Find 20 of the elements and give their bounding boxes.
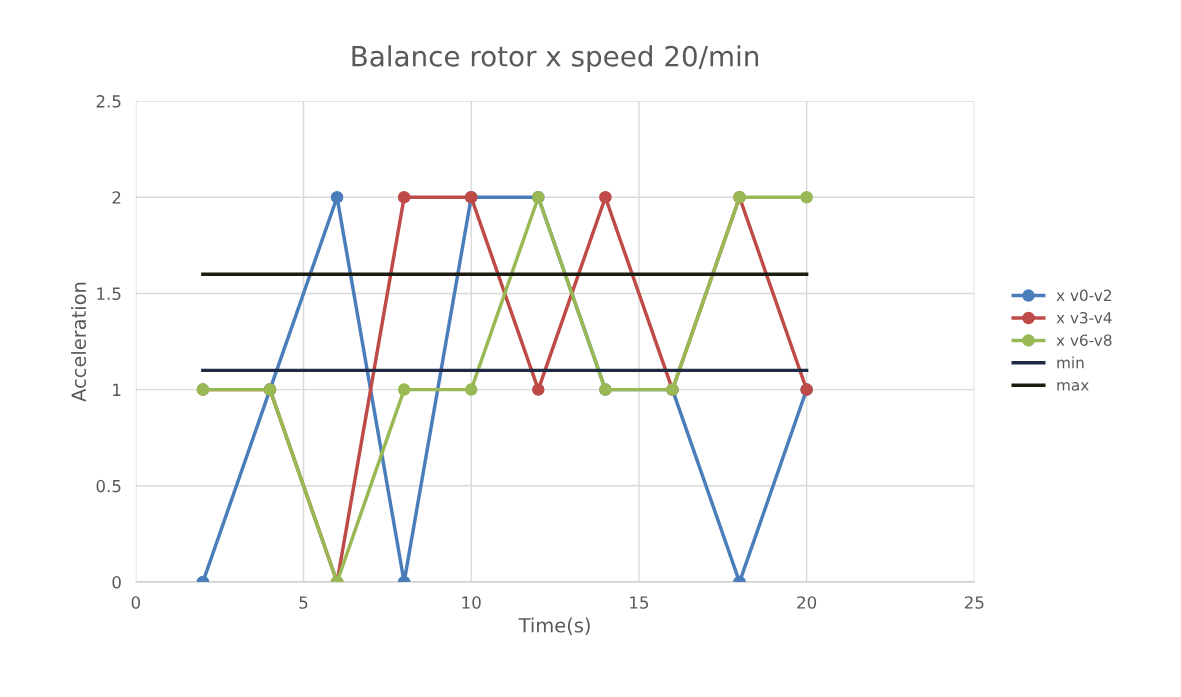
legend-label: x v0-v2 [1056, 289, 1112, 302]
x-tick-label: 0 [131, 596, 141, 609]
y-axis-title: Acceleration [71, 282, 87, 402]
y-tick-label: 0.5 [96, 479, 121, 493]
y-tick-label: 2.5 [96, 95, 121, 108]
x-tick-label: 15 [630, 596, 649, 609]
y-tick-label: 1.5 [97, 287, 121, 301]
x-tick-label: 25 [964, 596, 984, 609]
x-tick-label: 10 [462, 596, 481, 609]
x-tick-label: 5 [299, 596, 308, 609]
legend-label: max [1057, 382, 1089, 391]
legend-label: x v6-v8 [1056, 334, 1112, 346]
legend-label: x v3-v4 [1056, 311, 1112, 324]
y-tick-label: 0 [112, 575, 121, 589]
legend-label: min [1057, 356, 1084, 369]
y-tick-label: 2 [112, 191, 121, 204]
x-axis-title: Time(s) [518, 617, 590, 635]
chart-title: Balance rotor x speed 20/min [352, 45, 759, 73]
y-tick-label: 1 [113, 383, 121, 396]
x-tick-label: 20 [797, 596, 817, 609]
